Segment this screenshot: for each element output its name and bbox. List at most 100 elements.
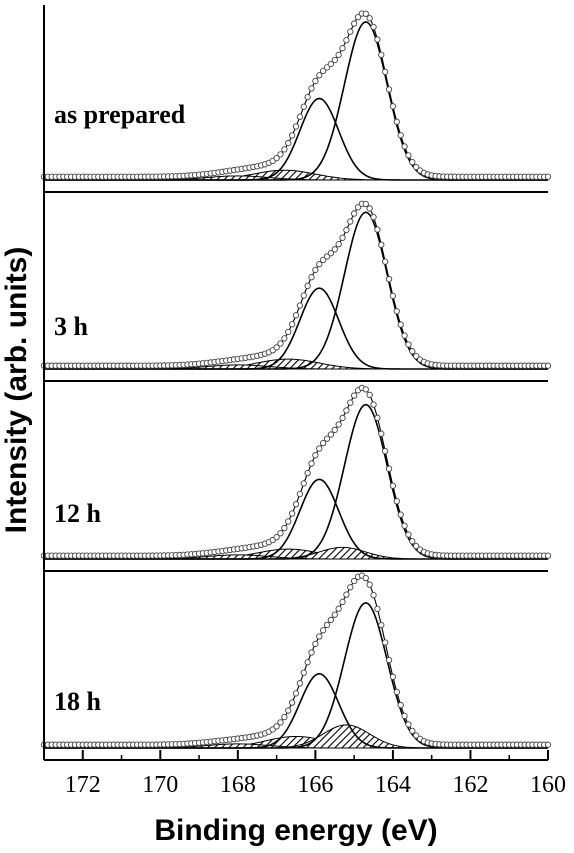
envelope-line	[44, 202, 548, 367]
data-point	[327, 60, 335, 68]
data-point	[312, 640, 319, 647]
data-point	[327, 250, 335, 257]
envelope-line	[44, 12, 548, 178]
data-point	[285, 139, 292, 147]
x-tick-label: 166	[297, 772, 333, 798]
data-point	[331, 246, 338, 253]
data-point	[288, 321, 296, 328]
data-point	[378, 621, 385, 629]
data-point	[370, 23, 377, 31]
data-point	[304, 93, 311, 101]
component-line	[44, 601, 548, 749]
data-point	[385, 465, 393, 472]
panel-label: 3 h	[54, 312, 89, 341]
data-point	[335, 241, 342, 248]
data-point	[327, 616, 335, 624]
data-point	[319, 439, 327, 447]
panels-layer: as prepared 3 h 12 h 18 h	[40, 10, 552, 749]
data-point	[331, 426, 338, 434]
data-point	[393, 308, 400, 315]
component-line	[44, 211, 548, 370]
data-point	[374, 414, 381, 421]
data-point	[397, 511, 404, 518]
panel-label: as prepared	[54, 100, 186, 129]
data-point	[331, 611, 338, 618]
data-point	[362, 200, 369, 208]
data-point	[350, 20, 358, 27]
data-point	[405, 721, 412, 728]
data-point	[273, 154, 280, 162]
data-point	[350, 392, 358, 399]
data-point	[397, 321, 404, 328]
data-point	[347, 399, 354, 406]
data-point	[319, 627, 327, 634]
data-point	[385, 275, 393, 283]
data-point	[544, 173, 552, 180]
data-point	[273, 723, 280, 730]
data-point	[405, 152, 412, 159]
data-point	[343, 591, 350, 598]
data-point	[288, 699, 296, 706]
data-point	[304, 469, 311, 477]
data-point	[281, 146, 288, 153]
data-point	[405, 531, 412, 538]
data-point	[285, 518, 292, 525]
data-point	[316, 633, 323, 640]
data-point	[281, 335, 288, 342]
data-point	[397, 132, 404, 139]
data-point	[323, 64, 331, 71]
data-point	[316, 261, 323, 268]
data-point	[277, 719, 284, 726]
data-point	[374, 36, 381, 43]
x-axis-title: Binding energy (eV)	[154, 814, 437, 847]
x-tick-label: 172	[65, 772, 101, 798]
envelope-line	[44, 387, 548, 557]
data-point	[378, 51, 385, 58]
panel-1: as prepared	[40, 10, 552, 181]
data-point	[273, 344, 280, 351]
data-point	[343, 407, 350, 414]
data-point	[335, 51, 342, 58]
data-point	[405, 341, 412, 348]
panel-4: 18 h	[40, 572, 552, 749]
data-point	[366, 581, 373, 588]
data-point	[339, 414, 346, 422]
data-point	[366, 15, 373, 22]
data-point	[382, 639, 389, 646]
component-line	[44, 287, 548, 370]
data-point	[339, 45, 346, 52]
data-point	[409, 727, 416, 734]
component-line	[44, 478, 548, 560]
data-point	[300, 292, 307, 299]
data-point	[316, 445, 323, 452]
data-point	[350, 577, 358, 585]
data-point	[374, 226, 381, 233]
data-point	[281, 713, 288, 721]
data-point	[300, 103, 307, 110]
data-point	[304, 659, 311, 666]
data-point	[304, 282, 311, 290]
data-point	[378, 241, 385, 248]
data-point	[544, 741, 552, 748]
data-point	[350, 210, 358, 217]
data-point	[366, 391, 373, 399]
data-point	[292, 312, 300, 319]
x-tick-label: 160	[530, 772, 566, 798]
data-point	[323, 253, 331, 260]
data-point	[413, 163, 420, 171]
data-point	[288, 510, 296, 517]
y-axis-title: Intensity (arb. units)	[0, 247, 33, 534]
data-point	[354, 204, 362, 211]
data-point	[277, 151, 284, 158]
panel-3: 12 h	[40, 384, 552, 560]
data-point	[312, 452, 319, 459]
component-line	[44, 97, 548, 181]
data-point	[339, 598, 346, 606]
data-point	[401, 332, 408, 339]
component-line	[44, 403, 548, 560]
data-point	[374, 605, 381, 613]
data-point	[401, 712, 408, 719]
data-point	[296, 113, 304, 120]
data-point	[409, 538, 416, 545]
